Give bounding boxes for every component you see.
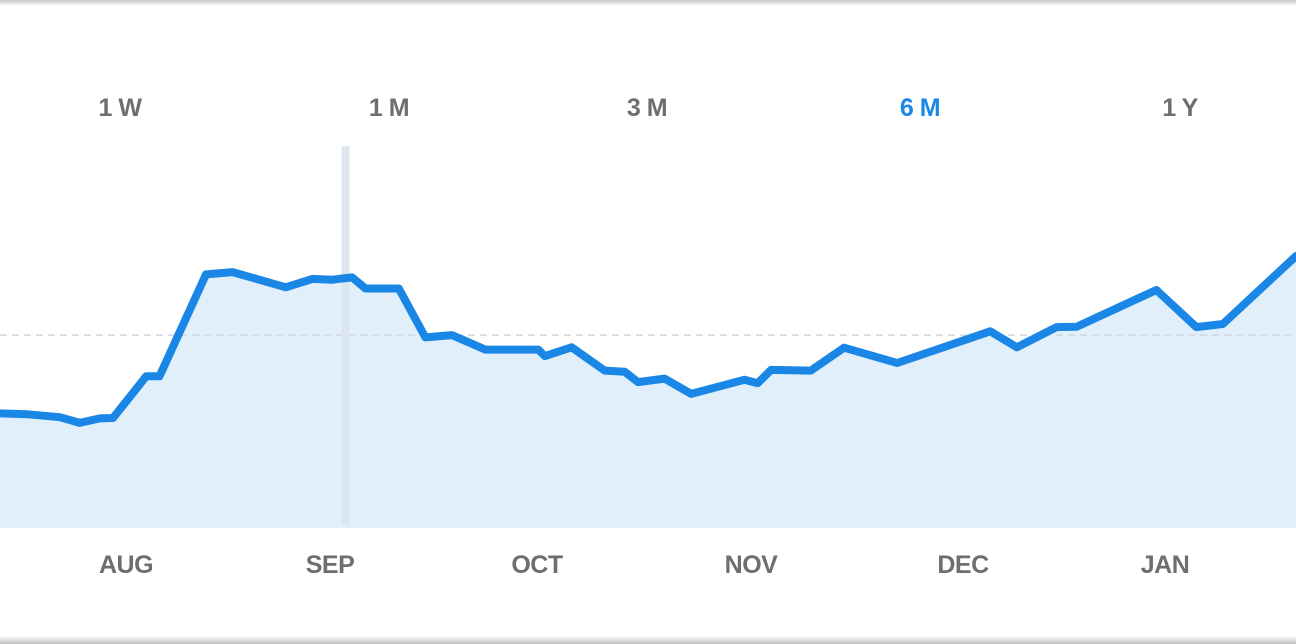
data-point-27	[741, 376, 748, 383]
data-point-19	[535, 346, 542, 353]
data-point-20	[542, 353, 548, 360]
series-area	[0, 256, 1296, 528]
data-point-11	[309, 275, 316, 282]
data-point-30	[807, 367, 814, 374]
data-point-28	[754, 380, 761, 387]
range-tab-1y[interactable]: 1 Y	[1162, 94, 1198, 122]
data-point-26	[688, 390, 695, 397]
top-shadow	[0, 0, 1296, 6]
data-point-5	[110, 415, 116, 421]
data-point-15	[395, 285, 402, 292]
data-point-16	[422, 334, 429, 341]
data-point-14	[362, 285, 369, 292]
data-point-29	[768, 366, 774, 373]
data-point-13	[349, 274, 356, 281]
data-point-36	[1073, 323, 1080, 330]
data-point-32	[894, 360, 901, 366]
data-point-12	[329, 276, 336, 283]
data-point-17	[448, 332, 455, 339]
data-point-4	[96, 415, 103, 422]
range-selector: 1 W 1 M 3 M 6 M 1 Y	[0, 88, 1296, 132]
data-point-23	[621, 368, 628, 375]
data-point-39	[1219, 321, 1226, 327]
range-tab-1w[interactable]: 1 W	[98, 94, 142, 122]
data-point-37	[1153, 287, 1160, 293]
plot-area	[0, 146, 1296, 528]
data-point-9	[229, 269, 236, 276]
data-point-40	[1293, 253, 1296, 259]
data-point-2	[56, 414, 63, 421]
data-point-0	[0, 410, 3, 417]
data-point-1	[23, 411, 30, 418]
data-point-25	[661, 375, 668, 382]
x-tick-label-jan: JAN	[1141, 551, 1190, 579]
range-tab-3m[interactable]: 3 M	[626, 94, 668, 122]
data-point-6	[143, 373, 150, 380]
data-point-31	[841, 344, 848, 351]
range-tab-6m[interactable]: 6 M	[899, 94, 941, 122]
x-tick-label-nov: NOV	[725, 551, 779, 579]
data-point-3	[76, 419, 83, 426]
x-tick-label-dec: DEC	[937, 551, 989, 579]
data-point-33	[987, 328, 994, 335]
x-axis: AUG SEP OCT NOV DEC JAN	[99, 551, 1190, 579]
data-point-8	[203, 271, 209, 278]
data-point-18	[482, 346, 489, 353]
x-tick-label-oct: OCT	[511, 551, 563, 579]
data-point-24	[635, 379, 641, 386]
data-point-7	[156, 373, 163, 380]
data-point-21	[568, 344, 575, 351]
range-tab-1m[interactable]: 1 M	[368, 94, 410, 122]
x-tick-label-aug: AUG	[99, 551, 153, 579]
data-point-34	[1013, 344, 1020, 351]
hover-cursor[interactable]	[341, 146, 350, 524]
data-point-35	[1053, 324, 1060, 331]
data-point-38	[1193, 324, 1200, 331]
data-point-22	[601, 367, 608, 374]
bottom-shadow	[0, 636, 1296, 644]
data-point-10	[282, 284, 289, 291]
x-tick-label-sep: SEP	[306, 551, 355, 579]
